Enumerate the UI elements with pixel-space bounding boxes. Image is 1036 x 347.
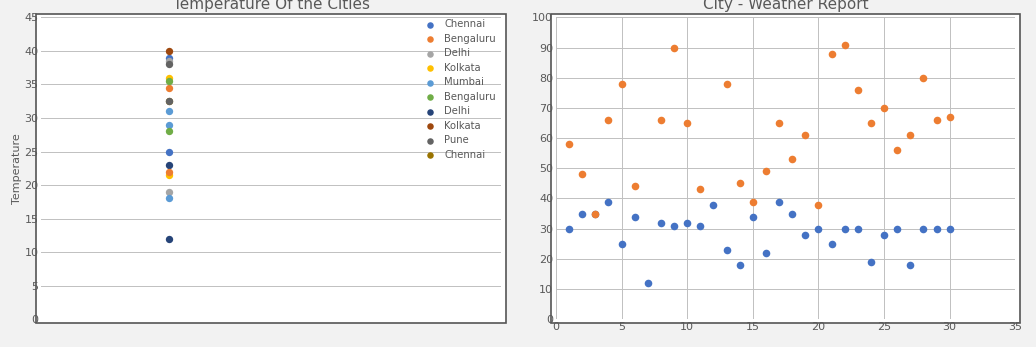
Point	[161, 149, 177, 154]
Point	[161, 85, 177, 91]
Temperature(’C)	[613, 241, 630, 247]
Temperature(’C)	[757, 250, 774, 256]
Humidity(%)	[915, 75, 931, 81]
Humidity(%)	[745, 199, 761, 204]
Humidity(%)	[653, 117, 669, 123]
Title: City - Weather Report: City - Weather Report	[702, 0, 868, 12]
Temperature(’C)	[574, 211, 591, 217]
Humidity(%)	[889, 147, 905, 153]
Humidity(%)	[784, 156, 801, 162]
Temperature(’C)	[889, 226, 905, 231]
Temperature(’C)	[627, 214, 643, 219]
Temperature(’C)	[797, 232, 813, 237]
Humidity(%)	[810, 202, 827, 207]
Temperature(’C)	[784, 211, 801, 217]
Point	[161, 169, 177, 175]
Point	[161, 48, 177, 54]
Humidity(%)	[731, 181, 748, 186]
Point	[161, 99, 177, 104]
Humidity(%)	[757, 169, 774, 174]
Temperature(’C)	[587, 211, 604, 217]
Humidity(%)	[797, 132, 813, 138]
Temperature(’C)	[679, 220, 695, 226]
Point	[161, 172, 177, 178]
Point	[161, 55, 177, 60]
Temperature(’C)	[942, 226, 958, 231]
Temperature(’C)	[731, 262, 748, 268]
Title: Temperature Of the Cities: Temperature Of the Cities	[173, 0, 370, 12]
Temperature(’C)	[653, 220, 669, 226]
Temperature(’C)	[706, 202, 722, 207]
Humidity(%)	[600, 117, 616, 123]
Point	[161, 75, 177, 81]
Temperature(’C)	[692, 223, 709, 228]
Temperature(’C)	[875, 232, 892, 237]
Humidity(%)	[613, 81, 630, 86]
Temperature(’C)	[771, 199, 787, 204]
Humidity(%)	[574, 171, 591, 177]
Humidity(%)	[587, 211, 604, 217]
Humidity(%)	[850, 87, 866, 93]
Humidity(%)	[627, 184, 643, 189]
Y-axis label: Temperature: Temperature	[11, 133, 22, 204]
Point	[161, 61, 177, 67]
Temperature(’C)	[745, 214, 761, 219]
Temperature(’C)	[902, 262, 919, 268]
Humidity(%)	[902, 132, 919, 138]
Humidity(%)	[679, 120, 695, 126]
Humidity(%)	[692, 187, 709, 192]
Humidity(%)	[942, 114, 958, 120]
Temperature(’C)	[600, 199, 616, 204]
Point	[161, 196, 177, 201]
Legend: Chennai, Bengaluru, Delhi, Kolkata, Mumbai, Bengaluru, Delhi, Kolkata, Pune, Che: Chennai, Bengaluru, Delhi, Kolkata, Mumb…	[421, 19, 496, 160]
Humidity(%)	[928, 117, 945, 123]
Temperature(’C)	[560, 226, 577, 231]
Humidity(%)	[836, 42, 853, 47]
Humidity(%)	[666, 45, 683, 50]
Point	[161, 122, 177, 127]
Temperature(’C)	[863, 259, 880, 265]
Point	[161, 109, 177, 114]
Humidity(%)	[824, 51, 840, 56]
Humidity(%)	[560, 141, 577, 147]
Point	[161, 78, 177, 84]
Humidity(%)	[718, 81, 735, 86]
Temperature(’C)	[824, 241, 840, 247]
Temperature(’C)	[928, 226, 945, 231]
Point	[161, 129, 177, 134]
Point	[161, 58, 177, 64]
Temperature(’C)	[666, 223, 683, 228]
Temperature(’C)	[915, 226, 931, 231]
Point	[161, 99, 177, 104]
Temperature(’C)	[718, 247, 735, 253]
Point	[161, 236, 177, 242]
Temperature(’C)	[850, 226, 866, 231]
Point	[161, 189, 177, 195]
Temperature(’C)	[639, 280, 656, 286]
Humidity(%)	[875, 105, 892, 111]
Humidity(%)	[863, 120, 880, 126]
Temperature(’C)	[836, 226, 853, 231]
Humidity(%)	[771, 120, 787, 126]
Point	[161, 162, 177, 168]
Temperature(’C)	[810, 226, 827, 231]
